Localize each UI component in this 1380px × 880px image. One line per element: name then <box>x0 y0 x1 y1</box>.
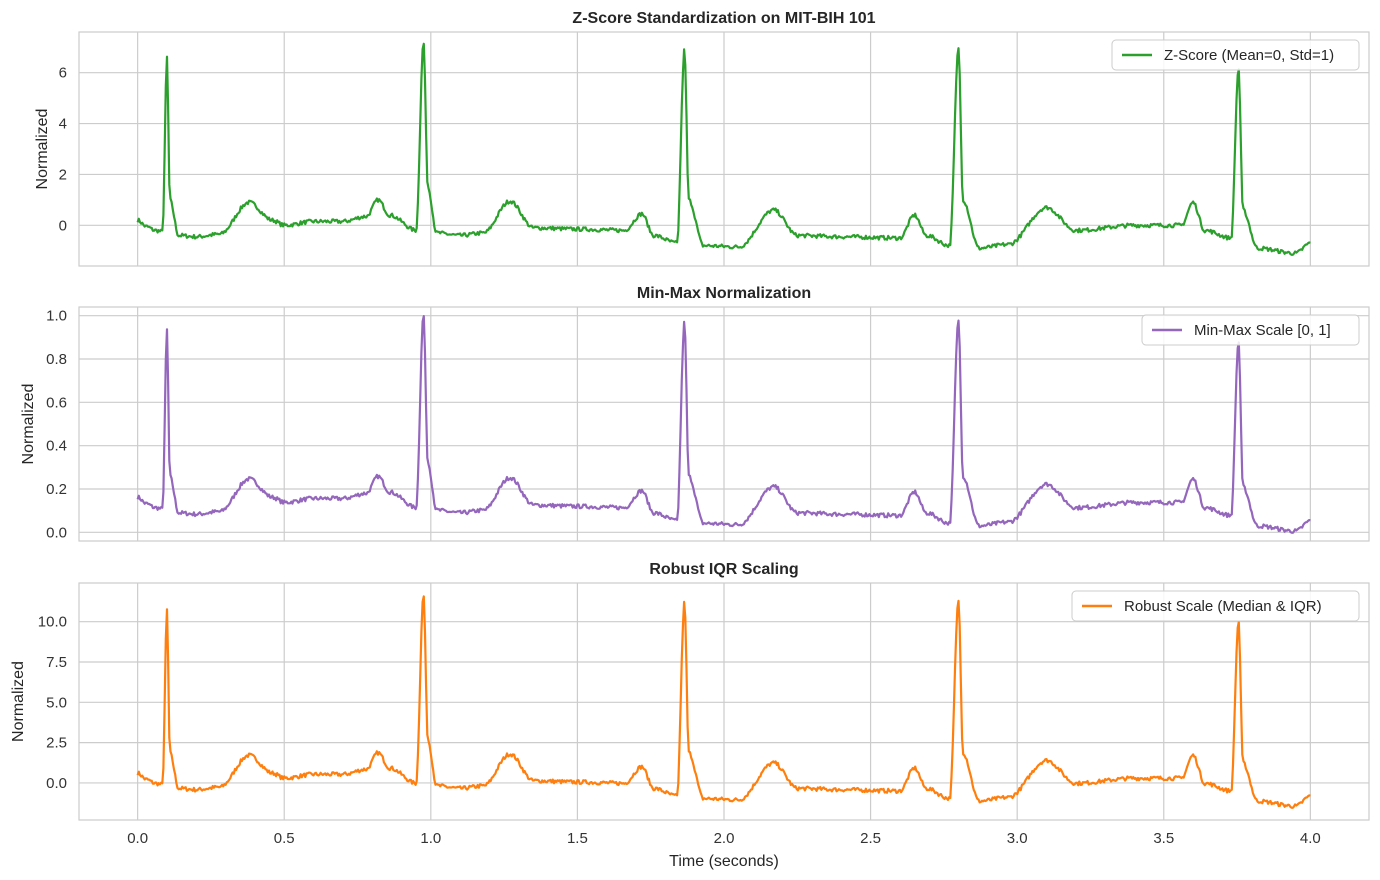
x-tick-label: 3.5 <box>1153 830 1174 847</box>
y-axis-label: Normalized <box>34 109 51 190</box>
y-tick-label: 0.4 <box>46 438 67 455</box>
y-tick-label: 0 <box>59 217 67 234</box>
y-axis-label: Normalized <box>10 661 27 742</box>
legend-label: Min-Max Scale [0, 1] <box>1194 322 1331 339</box>
series-line <box>136 595 1311 809</box>
y-tick-label: 0.2 <box>46 481 67 498</box>
series-line <box>136 42 1311 256</box>
x-tick-label: 4.0 <box>1300 830 1321 847</box>
legend-label: Robust Scale (Median & IQR) <box>1124 598 1322 615</box>
y-tick-label: 2.5 <box>46 735 67 752</box>
x-tick-label: 2.5 <box>860 830 881 847</box>
panel-title: Z-Score Standardization on MIT-BIH 101 <box>572 10 875 27</box>
panel-title: Robust IQR Scaling <box>649 561 798 578</box>
y-axis-label: Normalized <box>20 384 37 465</box>
y-tick-label: 0.0 <box>46 524 67 541</box>
legend-box <box>1071 590 1360 622</box>
x-axis-label: Time (seconds) <box>669 853 779 870</box>
robust-panel: 0.0 0.5 1.0 1.5 2.0 2.5 3.0 3.5 4.0 0.0 2.5 5.0 7.5 1… <box>10 561 1370 870</box>
x-tick-label: 0.0 <box>127 830 148 847</box>
x-tick-label: 2.0 <box>714 830 735 847</box>
legend-label: Z-Score (Mean=0, Std=1) <box>1164 47 1334 64</box>
legend-box <box>1111 39 1360 71</box>
y-tick-label: 2 <box>59 166 67 183</box>
x-tick-label: 1.5 <box>567 830 588 847</box>
panel-title: Min-Max Normalization <box>637 285 811 302</box>
y-tick-label: 1.0 <box>46 308 67 325</box>
y-tick-label: 4 <box>59 116 67 133</box>
y-tick-label: 5.0 <box>46 694 67 711</box>
x-tick-label: 3.0 <box>1007 830 1028 847</box>
minmax-panel: 0.0 0.2 0.4 0.6 0.8 1.0 Min-Max Normalization N… <box>20 285 1370 542</box>
y-tick-label: 0.6 <box>46 394 67 411</box>
y-tick-label: 0.8 <box>46 351 67 368</box>
y-tick-label: 6 <box>59 65 67 82</box>
legend-box <box>1141 314 1360 346</box>
y-tick-label: 7.5 <box>46 654 67 671</box>
series-line <box>136 315 1311 534</box>
zscore-panel: 0 2 4 6 Z-Score Standardization on MIT-BIH 1… <box>34 10 1370 267</box>
x-tick-label: 0.5 <box>274 830 295 847</box>
y-tick-label: 0.0 <box>46 775 67 792</box>
y-tick-label: 10.0 <box>38 614 67 631</box>
x-tick-label: 1.0 <box>420 830 441 847</box>
